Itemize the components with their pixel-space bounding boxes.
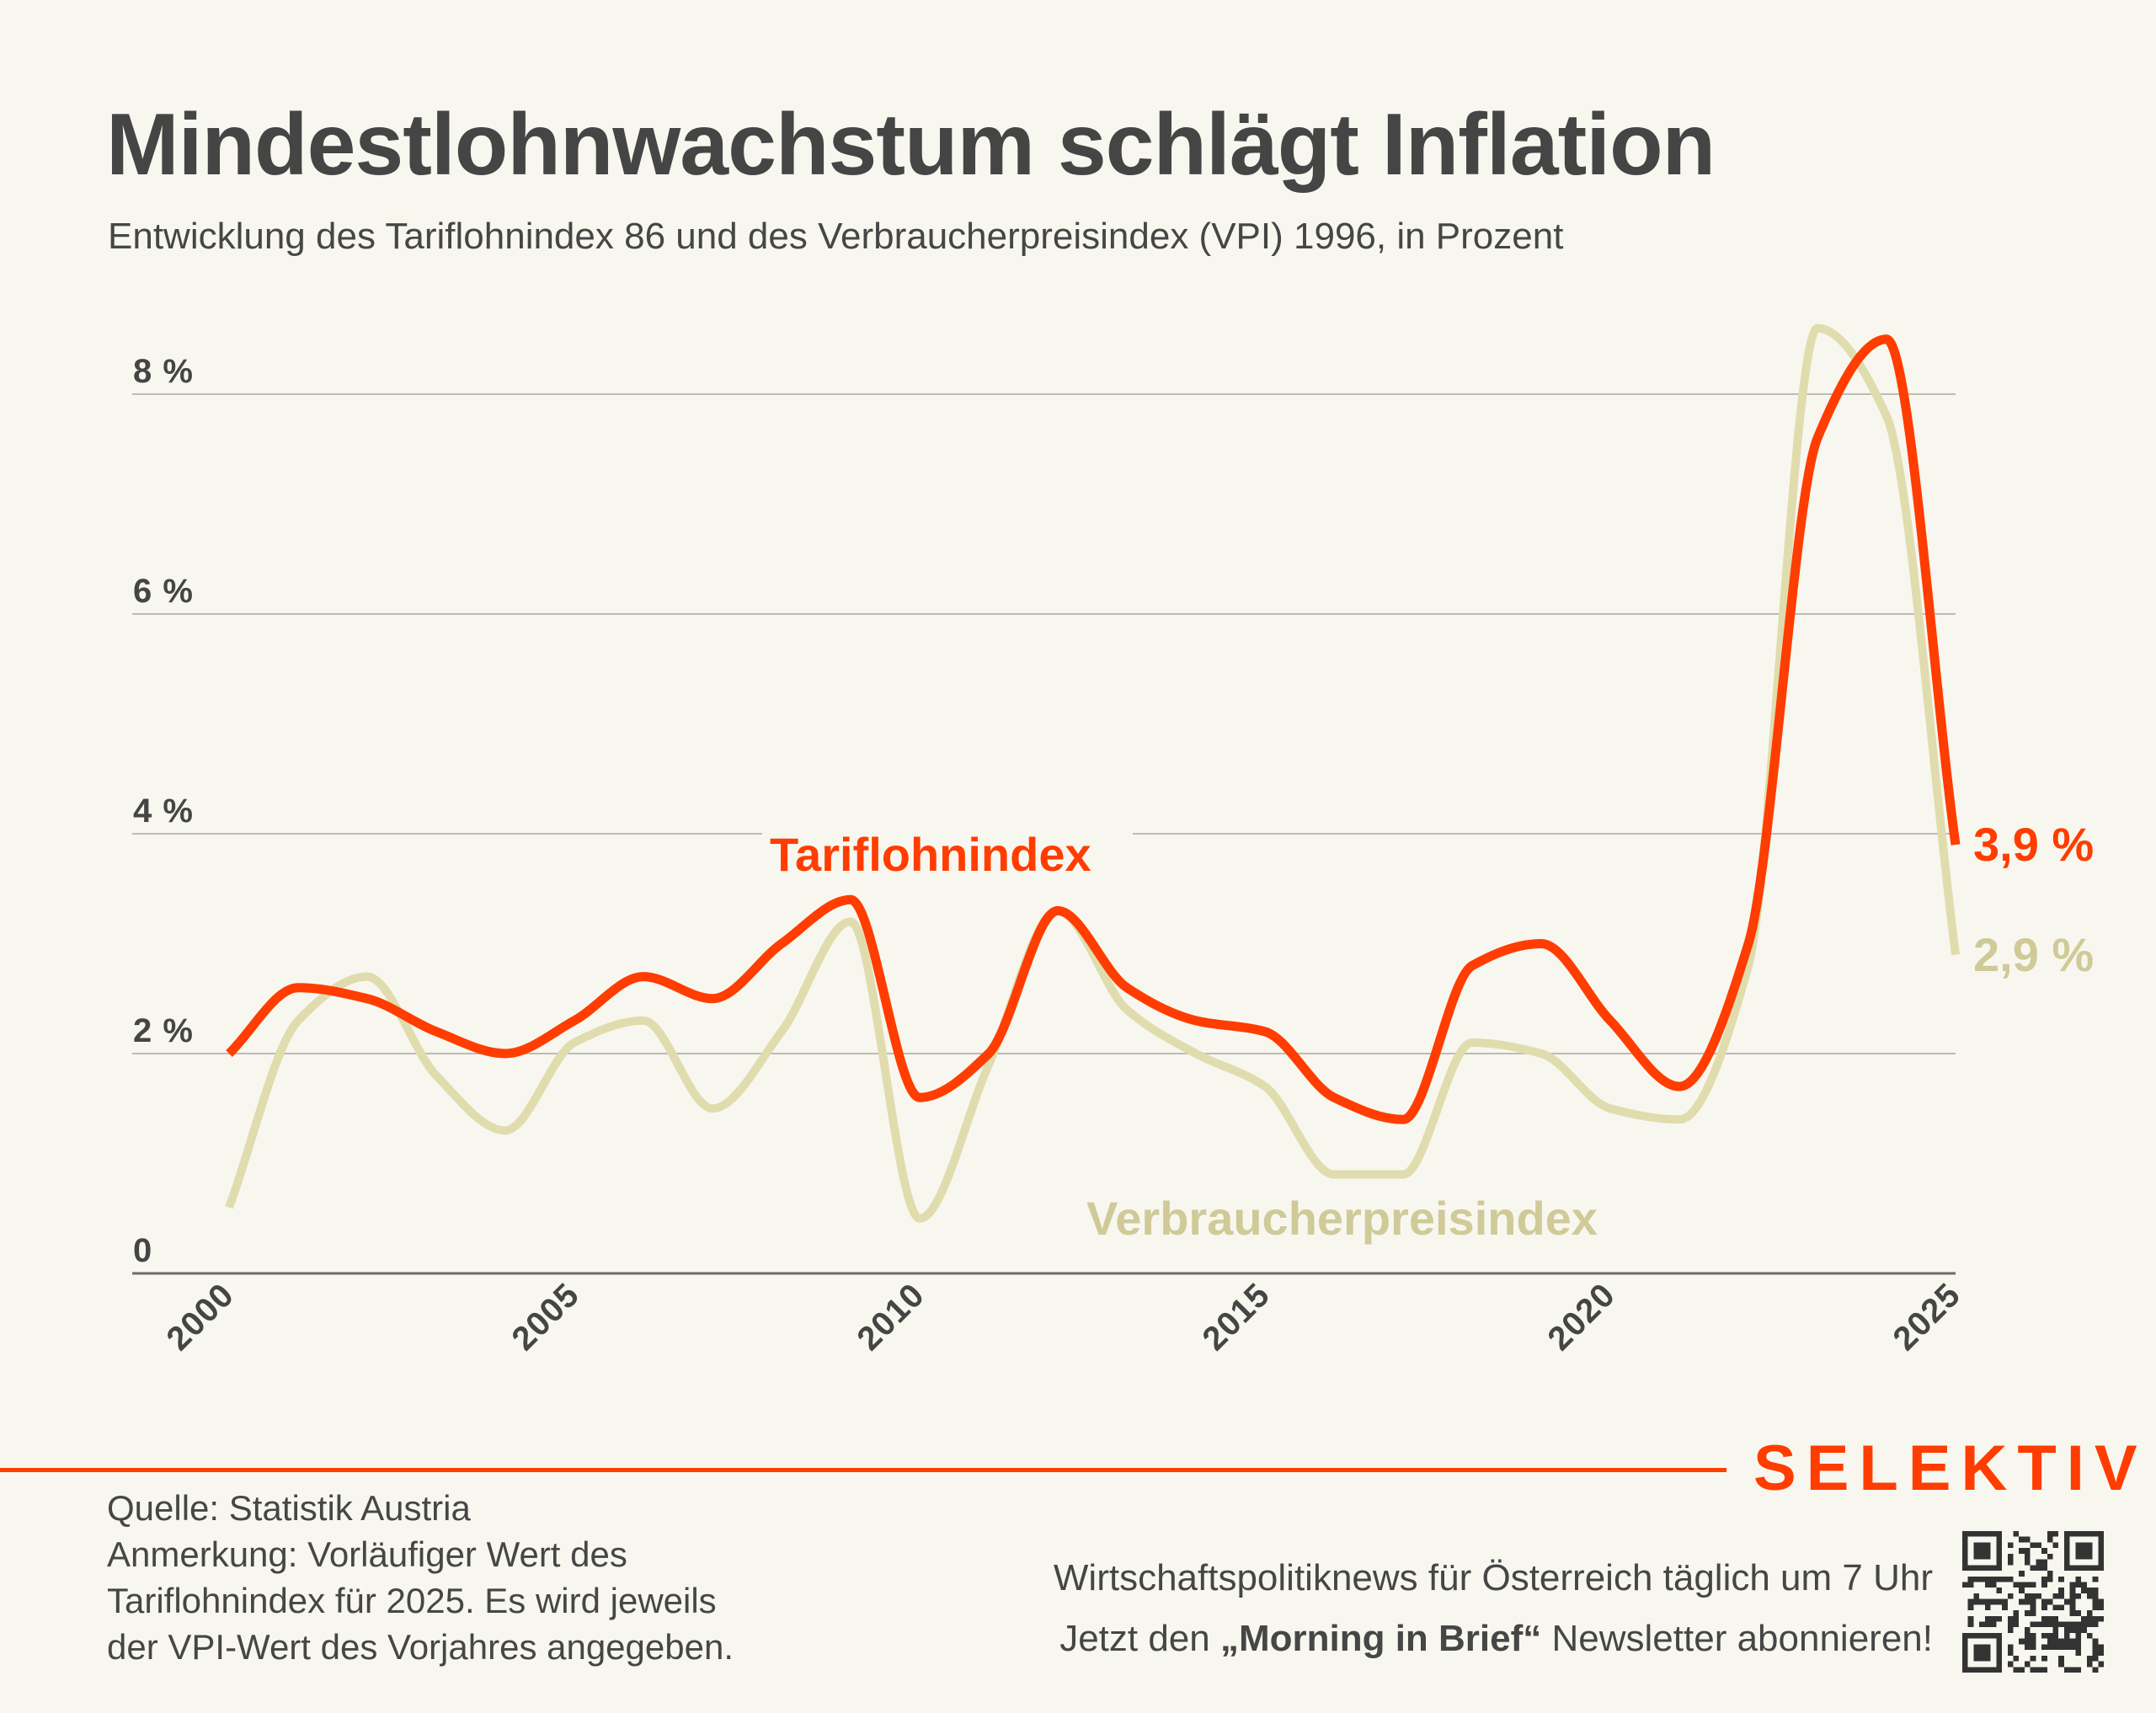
promo-suffix: Newsletter abonnieren! xyxy=(1541,1618,1934,1659)
series-lines xyxy=(225,323,1961,1223)
x-tick-label: 2020 xyxy=(1541,1276,1623,1358)
promo-prefix: Jetzt den xyxy=(1059,1618,1220,1659)
vpi-end-value: 2,9 % xyxy=(1973,928,2094,981)
line-chart: 0 2 % 4 % 6 % 8 % 2000 2005 2010 2015 2020 2025 T… xyxy=(132,323,2094,1358)
promo-line-1: Wirtschaftspolitiknews für Österreich tä… xyxy=(1053,1557,1933,1598)
qr-code-icon[interactable] xyxy=(1962,1531,2104,1673)
x-axis-ticks: 2000 2005 2010 2015 2020 2025 xyxy=(160,1276,1968,1358)
chart-subtitle: Entwicklung des Tariflohnindex 86 und de… xyxy=(108,216,1564,257)
y-tick-label: 2 % xyxy=(133,1012,194,1049)
x-tick-label: 2005 xyxy=(505,1276,587,1358)
tariflohnindex-end-value: 3,9 % xyxy=(1973,818,2094,871)
note-line: der VPI-Wert des Vorjahres angegeben. xyxy=(107,1627,734,1667)
note-line: Anmerkung: Vorläufiger Wert des xyxy=(107,1534,627,1574)
x-tick-label: 2025 xyxy=(1886,1276,1968,1358)
vpi-line xyxy=(225,323,1960,1223)
footer-divider xyxy=(0,1468,1726,1472)
chart-title: Mindestlohnwachstum schlägt Inflation xyxy=(106,96,1716,194)
x-tick-label: 2010 xyxy=(851,1276,932,1358)
note-line: Tariflohnindex für 2025. Es wird jeweils xyxy=(107,1581,717,1620)
y-tick-label: 6 % xyxy=(133,573,194,610)
y-tick-label: 0 xyxy=(133,1232,152,1269)
tariflohnindex-label: Tariflohnindex xyxy=(770,828,1091,881)
x-tick-label: 2000 xyxy=(160,1276,242,1358)
promo-line-2[interactable]: Jetzt den „Morning in Brief“ Newsletter … xyxy=(1054,1609,1933,1669)
tariflohnindex-line xyxy=(226,334,1961,1124)
newsletter-name[interactable]: „Morning in Brief“ xyxy=(1219,1618,1542,1659)
y-tick-label: 8 % xyxy=(133,353,194,390)
y-tick-label: 4 % xyxy=(133,792,194,830)
x-tick-label: 2015 xyxy=(1196,1276,1278,1358)
vpi-label: Verbraucherpreisindex xyxy=(1086,1192,1598,1245)
label-background xyxy=(762,824,1133,883)
brand-logo: SELEKTIV xyxy=(1753,1433,2148,1504)
source-line: Quelle: Statistik Austria xyxy=(107,1488,471,1528)
series-labels: Tariflohnindex Verbraucherpreisindex 3,9 %… xyxy=(762,818,2094,1245)
source-notes: Quelle: Statistik Austria Anmerkung: Vor… xyxy=(107,1485,865,1670)
y-axis-ticks: 0 2 % 4 % 6 % 8 % xyxy=(133,353,194,1269)
newsletter-promo: Wirtschaftspolitiknews für Österreich tä… xyxy=(1054,1548,1933,1669)
